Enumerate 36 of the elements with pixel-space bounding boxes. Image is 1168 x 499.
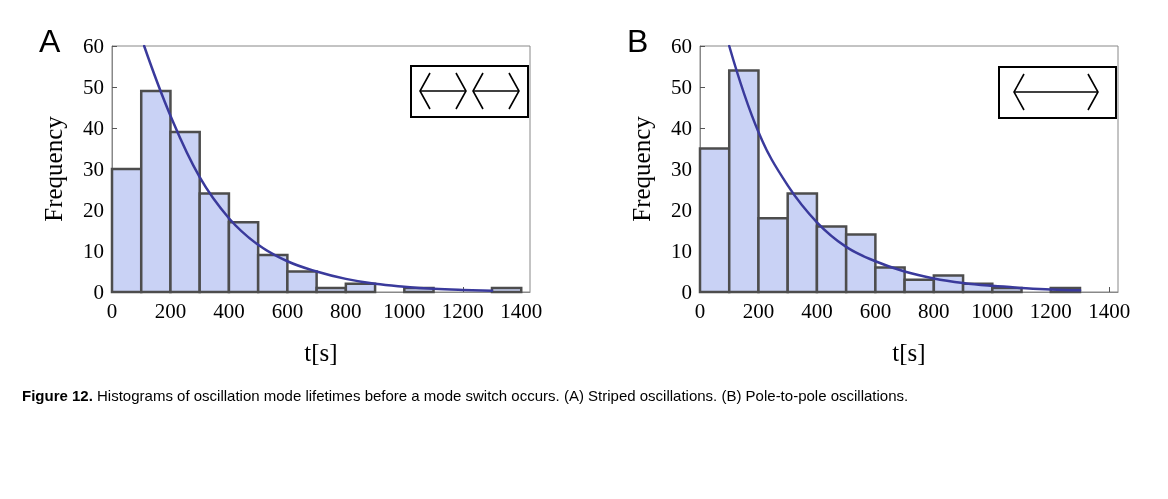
y-tick-label: 30: [671, 157, 692, 181]
y-tick-label: 10: [83, 239, 104, 263]
x-axis-title: t[s]: [892, 339, 926, 366]
y-tick-label: 10: [671, 239, 692, 263]
chart-title: A: [39, 23, 61, 59]
x-axis-title: t[s]: [304, 339, 338, 366]
y-tick-label: 20: [671, 198, 692, 222]
x-tick-label: 400: [801, 298, 833, 323]
x-tick-label: 600: [859, 298, 892, 323]
y-tick-label: 20: [83, 198, 104, 222]
y-tick-label: 0: [681, 280, 692, 304]
y-tick-label: 40: [83, 116, 104, 140]
y-tick-label: 40: [671, 116, 692, 140]
x-tick-label: 1200: [441, 298, 484, 323]
x-tick-label: 200: [742, 298, 775, 323]
y-axis-title: Frequency: [628, 115, 655, 222]
x-tick-label: 1400: [1088, 298, 1131, 323]
y-tick-label: 30: [83, 157, 104, 181]
text: Histograms of oscillation mode lifetimes before a mode switch occurs. (A) Striped oscillations. (B) Pole-to-pole oscillations.: [97, 387, 909, 404]
y-tick-label: 60: [83, 34, 104, 58]
x-tick-label: 1200: [1029, 298, 1072, 323]
caption: Figure 12.: [22, 387, 94, 404]
x-tick-label: 1000: [383, 298, 426, 323]
y-tick-label: 50: [671, 75, 692, 99]
x-tick-label: 1400: [500, 298, 543, 323]
y-tick-label: 60: [671, 34, 692, 58]
y-axis-title: Frequency: [40, 115, 67, 222]
x-tick-label: 600: [271, 298, 304, 323]
x-tick-label: 1000: [971, 298, 1014, 323]
x-tick-label: 200: [154, 298, 187, 323]
x-tick-label: 400: [213, 298, 245, 323]
y-tick-label: 0: [93, 280, 104, 304]
y-tick-label: 50: [83, 75, 104, 99]
x-tick-label: 800: [330, 298, 362, 323]
x-tick-label: 800: [918, 298, 950, 323]
chart-title: B: [627, 23, 649, 59]
